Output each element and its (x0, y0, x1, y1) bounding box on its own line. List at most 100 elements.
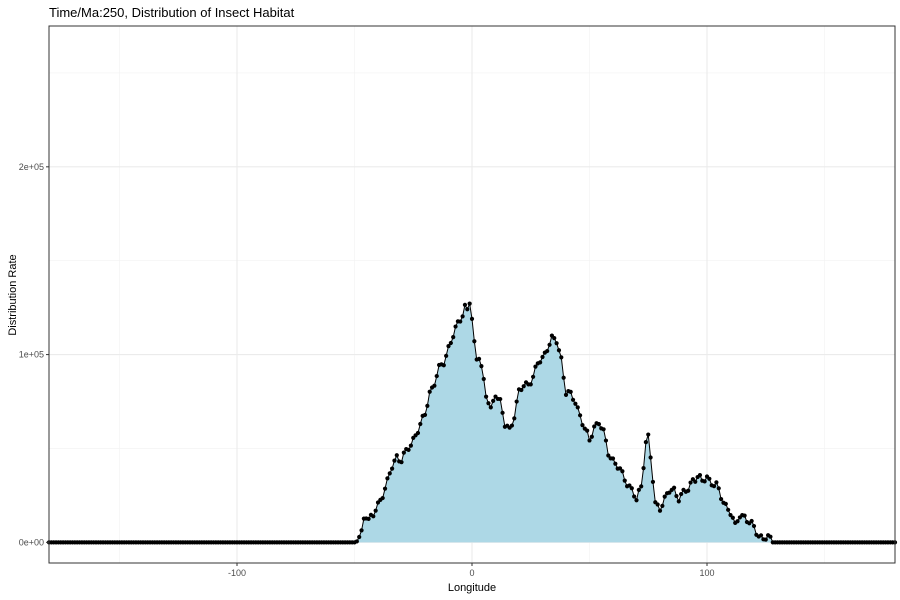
data-point (561, 375, 566, 380)
data-point (533, 364, 538, 369)
data-point (357, 534, 362, 540)
data-point (401, 450, 406, 455)
data-point (521, 384, 526, 389)
x-axis-label: Longitude (448, 582, 496, 594)
data-point (613, 461, 618, 466)
data-point (498, 396, 503, 402)
data-point (514, 399, 519, 404)
data-point (646, 432, 651, 437)
data-point (538, 360, 543, 365)
data-point (730, 515, 735, 520)
data-point (444, 353, 449, 358)
x-tick-label: 0 (469, 568, 474, 578)
data-point (434, 373, 439, 379)
chart-title: Time/Ma:250, Distribution of Insect Habi… (49, 5, 295, 20)
data-point (575, 405, 580, 410)
data-point (462, 302, 468, 307)
data-point (484, 394, 489, 399)
data-point (559, 355, 564, 360)
data-point (610, 456, 616, 461)
data-point (488, 405, 493, 410)
data-point (763, 537, 768, 542)
data-point (512, 416, 517, 421)
data-point (719, 496, 724, 502)
data-point (446, 343, 451, 349)
data-point (592, 424, 597, 429)
data-point (711, 484, 717, 489)
data-point (481, 376, 486, 382)
data-point (465, 307, 470, 312)
data-point (657, 508, 663, 513)
data-point (479, 364, 484, 369)
data-point (667, 490, 672, 495)
data-point (620, 469, 625, 474)
data-point (500, 410, 505, 415)
data-point (707, 476, 712, 481)
data-point (528, 382, 533, 387)
data-point (606, 453, 611, 458)
data-point (573, 401, 578, 406)
data-point (768, 534, 773, 539)
data-point (589, 434, 594, 439)
data-point (758, 533, 764, 538)
data-point (394, 453, 399, 458)
data-point (714, 480, 719, 485)
data-point (634, 498, 639, 503)
data-point (432, 383, 437, 388)
data-point (545, 348, 550, 354)
data-point (366, 516, 371, 521)
data-point (467, 301, 472, 306)
data-point (425, 403, 430, 409)
y-tick-label: 1e+05 (19, 350, 44, 360)
data-point (382, 486, 388, 491)
x-axis-ticks: -100 0 100 (228, 563, 715, 578)
data-point (422, 412, 428, 418)
data-point (556, 348, 562, 353)
data-point (547, 342, 552, 347)
y-tick-label: 2e+05 (19, 162, 44, 172)
data-point (587, 438, 592, 443)
data-point (716, 486, 721, 491)
data-point (552, 336, 557, 341)
data-point (617, 466, 623, 471)
data-point (406, 447, 411, 452)
data-point (742, 513, 747, 518)
data-point (622, 478, 627, 483)
data-point (570, 397, 576, 402)
x-tick-label: -100 (228, 568, 246, 578)
data-point (632, 494, 637, 499)
data-point (441, 363, 446, 368)
data-point (554, 341, 559, 346)
data-point (385, 476, 390, 481)
data-point (451, 334, 456, 340)
data-point (693, 479, 698, 484)
data-point (387, 471, 392, 476)
data-point (603, 438, 609, 443)
data-point (679, 491, 684, 497)
data-point (371, 514, 376, 519)
y-tick-label: 0e+00 (19, 537, 44, 547)
data-point (408, 443, 413, 448)
data-point (491, 398, 496, 403)
data-point (676, 499, 681, 504)
data-point (585, 428, 590, 433)
data-point (509, 423, 515, 428)
data-point (427, 389, 432, 394)
data-point (486, 401, 491, 406)
data-point (751, 523, 757, 529)
area-layer (49, 303, 895, 543)
data-point (650, 479, 656, 485)
data-point (453, 324, 458, 329)
data-point (399, 460, 404, 465)
y-axis-ticks: 0e+00 1e+05 2e+05 (19, 162, 49, 547)
data-point (476, 356, 482, 361)
habitat-area (49, 303, 895, 543)
data-point (354, 539, 359, 544)
data-point (686, 488, 691, 493)
data-point (392, 458, 397, 463)
data-point (672, 485, 677, 490)
data-point (655, 502, 660, 507)
data-point (519, 387, 524, 393)
data-point (380, 495, 385, 501)
